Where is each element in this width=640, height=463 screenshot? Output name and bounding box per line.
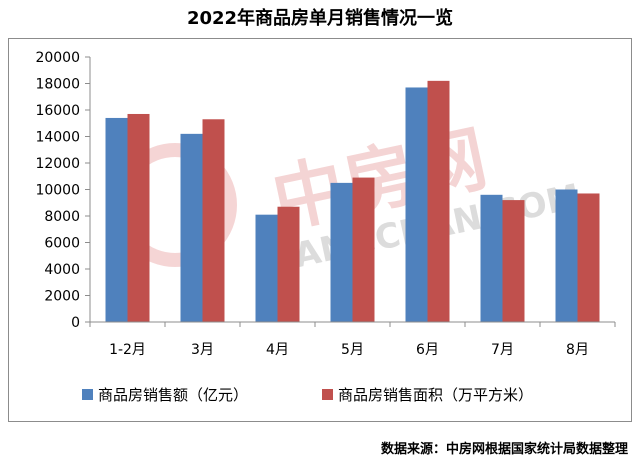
y-tick-label: 10000 (35, 183, 80, 199)
x-tick-label: 1-2月 (109, 342, 146, 358)
x-tick-label: 7月 (491, 342, 514, 358)
bar-series1 (330, 182, 353, 322)
x-axis: 1-2月 3月 4月 5月 6月 7月 8月 (89, 321, 616, 358)
legend: 商品房销售额（亿元） 商品房销售面积（万平方米） (82, 386, 533, 404)
legend-swatch-series2 (322, 389, 333, 400)
bar-series1 (555, 189, 578, 322)
bar-series2 (202, 119, 225, 323)
x-tick-label: 4月 (266, 342, 289, 358)
legend-swatch-series1 (82, 389, 93, 400)
y-tick-label: 2000 (44, 289, 80, 305)
y-tick-label: 16000 (35, 103, 80, 119)
bar-series1 (255, 214, 278, 322)
chart-title: 2022年商品房单月销售情况一览 (186, 8, 454, 29)
bar-series1 (180, 133, 203, 322)
y-axis: 0 2000 4000 6000 8000 10000 12000 14000 16000 180… (35, 50, 91, 331)
x-tick-label: 6月 (416, 342, 439, 358)
bar-series2 (502, 200, 525, 322)
bar-series2 (577, 193, 600, 322)
bar-series2 (427, 80, 450, 322)
bars (105, 80, 600, 323)
x-tick-label: 3月 (191, 342, 214, 358)
y-tick-label: 14000 (35, 130, 80, 146)
bar-series2 (127, 113, 150, 322)
y-tick-label: 18000 (35, 77, 80, 93)
y-tick-label: 12000 (35, 156, 80, 172)
y-tick-label: 20000 (35, 50, 80, 66)
bar-series1 (105, 117, 128, 322)
y-tick-label: 6000 (44, 236, 80, 252)
bar-series1 (480, 194, 503, 322)
bar-series1 (405, 87, 428, 322)
legend-label-series2: 商品房销售面积（万平方米） (338, 386, 533, 404)
source-note: 数据来源：中房网根据国家统计局数据整理 (380, 442, 628, 457)
y-tick-label: 4000 (44, 262, 80, 278)
chart-frame (8, 38, 632, 422)
y-tick-label: 8000 (44, 209, 80, 225)
legend-label-series1: 商品房销售额（亿元） (98, 386, 248, 404)
x-tick-label: 8月 (566, 342, 589, 358)
y-tick-label: 0 (71, 315, 80, 331)
x-tick-label: 5月 (341, 342, 364, 358)
bar-series2 (352, 177, 375, 322)
bar-series2 (277, 206, 300, 322)
